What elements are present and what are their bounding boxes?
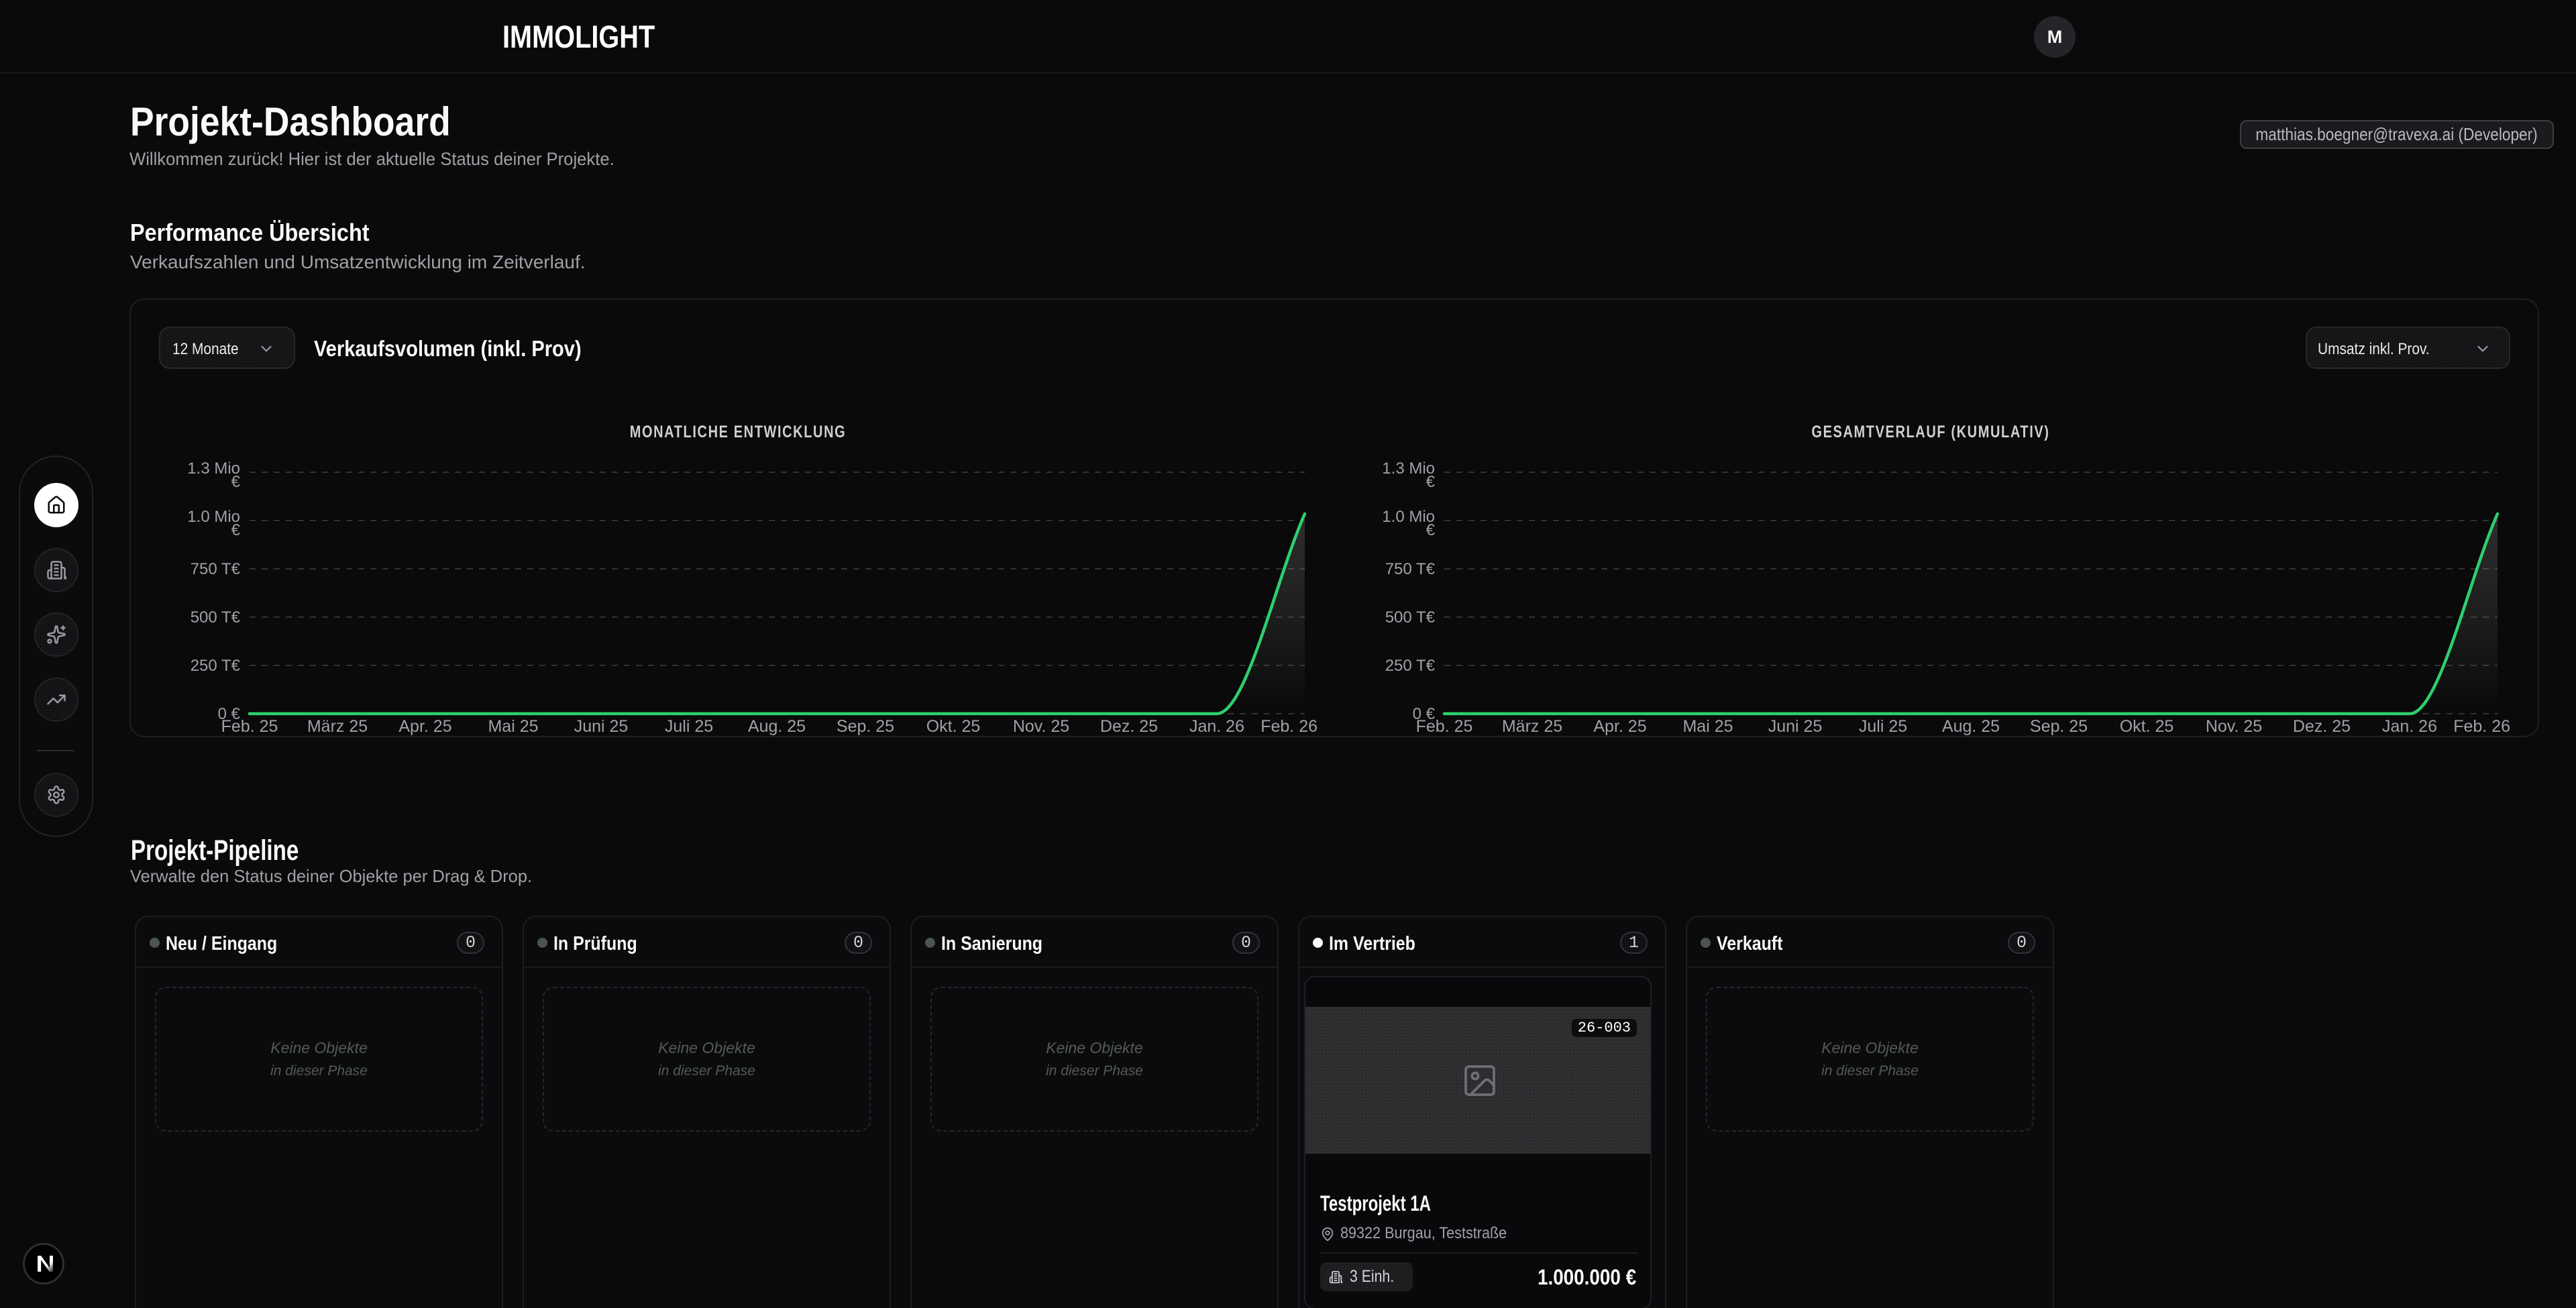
svg-text:Sep. 25: Sep. 25 bbox=[837, 717, 894, 736]
svg-text:0 €: 0 € bbox=[218, 705, 241, 723]
svg-text:750 T€: 750 T€ bbox=[191, 560, 241, 578]
svg-text:Feb. 26: Feb. 26 bbox=[2453, 717, 2510, 736]
svg-text:Mai 25: Mai 25 bbox=[488, 717, 538, 736]
svg-text:Feb. 25: Feb. 25 bbox=[1416, 717, 1473, 736]
svg-text:Sep. 25: Sep. 25 bbox=[2030, 717, 2088, 736]
svg-text:1.3 Mio: 1.3 Mio bbox=[1382, 459, 1435, 478]
svg-text:500 T€: 500 T€ bbox=[191, 608, 241, 626]
svg-text:Jan. 26: Jan. 26 bbox=[1189, 717, 1244, 736]
svg-text:1.3 Mio: 1.3 Mio bbox=[187, 459, 240, 478]
svg-text:Feb. 26: Feb. 26 bbox=[1260, 717, 1318, 736]
svg-text:Okt. 25: Okt. 25 bbox=[2120, 717, 2174, 736]
svg-text:€: € bbox=[231, 521, 241, 539]
svg-text:250 T€: 250 T€ bbox=[1385, 657, 1436, 675]
svg-text:750 T€: 750 T€ bbox=[1385, 560, 1436, 578]
svg-text:500 T€: 500 T€ bbox=[1385, 608, 1436, 626]
svg-text:Nov. 25: Nov. 25 bbox=[1013, 717, 1069, 736]
svg-text:0 €: 0 € bbox=[1413, 705, 1436, 723]
svg-text:Nov. 25: Nov. 25 bbox=[2206, 717, 2262, 736]
svg-text:€: € bbox=[231, 473, 241, 491]
svg-text:Dez. 25: Dez. 25 bbox=[2293, 717, 2351, 736]
svg-text:€: € bbox=[1426, 473, 1436, 491]
svg-text:Mai 25: Mai 25 bbox=[1682, 717, 1733, 736]
svg-text:Juni 25: Juni 25 bbox=[574, 717, 629, 736]
svg-text:Feb. 25: Feb. 25 bbox=[221, 717, 278, 736]
svg-text:Juli 25: Juli 25 bbox=[1859, 717, 1907, 736]
svg-text:€: € bbox=[1426, 521, 1436, 539]
svg-text:März 25: März 25 bbox=[307, 717, 368, 736]
svg-text:1.0 Mio: 1.0 Mio bbox=[187, 508, 240, 526]
svg-text:Aug. 25: Aug. 25 bbox=[748, 717, 806, 736]
svg-text:Jan. 26: Jan. 26 bbox=[2382, 717, 2437, 736]
svg-text:Aug. 25: Aug. 25 bbox=[1942, 717, 2000, 736]
svg-text:Apr. 25: Apr. 25 bbox=[398, 717, 451, 736]
svg-text:Juni 25: Juni 25 bbox=[1768, 717, 1823, 736]
svg-text:Juli 25: Juli 25 bbox=[665, 717, 713, 736]
svg-text:Dez. 25: Dez. 25 bbox=[1100, 717, 1158, 736]
svg-text:1.0 Mio: 1.0 Mio bbox=[1382, 508, 1435, 526]
svg-text:März 25: März 25 bbox=[1502, 717, 1562, 736]
svg-text:250 T€: 250 T€ bbox=[191, 657, 241, 675]
svg-text:Apr. 25: Apr. 25 bbox=[1593, 717, 1646, 736]
svg-text:Okt. 25: Okt. 25 bbox=[926, 717, 981, 736]
